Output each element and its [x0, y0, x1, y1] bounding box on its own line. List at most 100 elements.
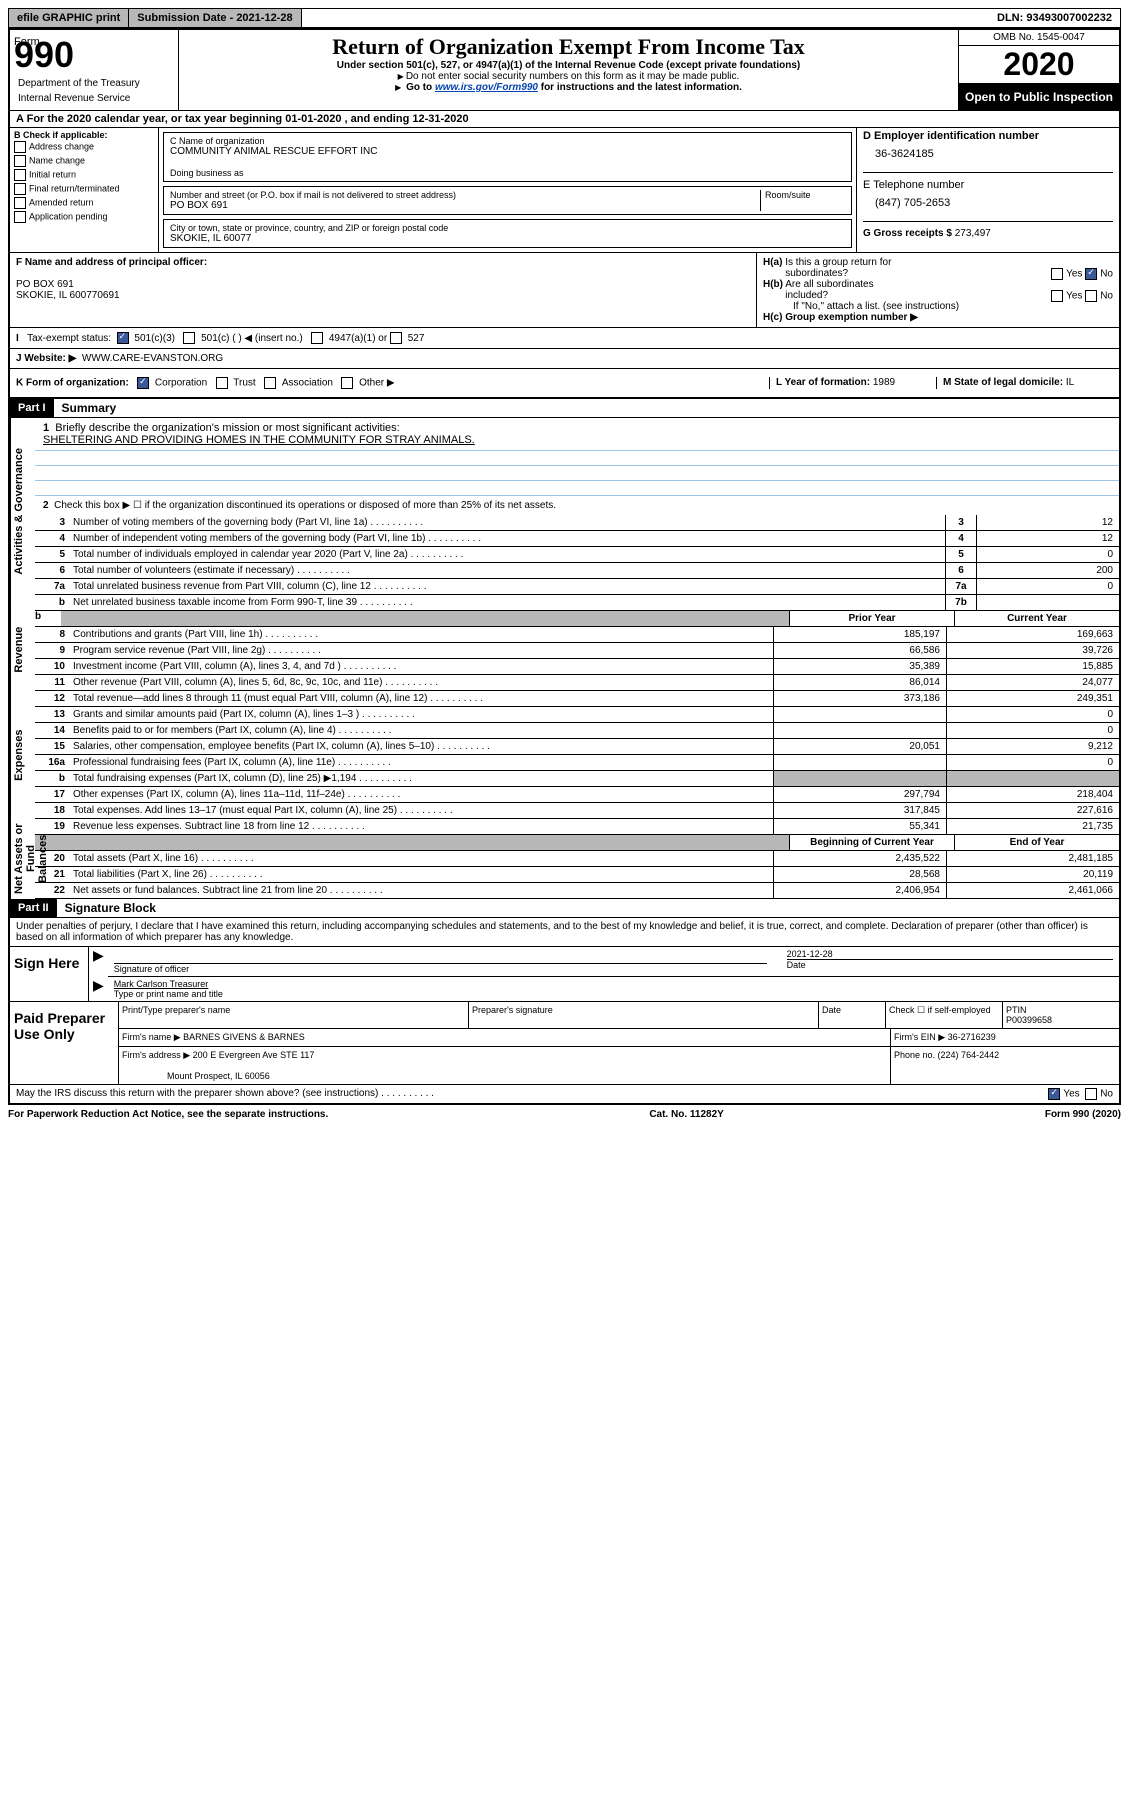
mission-text: SHELTERING AND PROVIDING HOMES IN THE CO…: [43, 434, 475, 446]
firm-ein-label: Firm's EIN ▶: [894, 1032, 945, 1042]
firm-addr-label: Firm's address ▶: [122, 1050, 190, 1060]
form-ref: Form 990 (2020): [1045, 1109, 1121, 1120]
goto-pre: Go to: [406, 82, 435, 93]
revenue-header: b Prior Year Current Year: [35, 611, 1119, 627]
tax-status-label: Tax-exempt status:: [27, 333, 111, 344]
check-527[interactable]: [390, 332, 402, 344]
check-address-change[interactable]: Address change: [14, 140, 154, 154]
type-name-label: Type or print name and title: [114, 989, 223, 999]
data-row: 11Other revenue (Part VIII, column (A), …: [35, 675, 1119, 691]
arrow-icon: ▶: [89, 947, 108, 977]
discuss-no[interactable]: [1085, 1088, 1097, 1100]
ptin-value: P00399658: [1006, 1015, 1052, 1025]
form-container: Form 990 Department of the Treasury Inte…: [8, 28, 1121, 1105]
domicile-label: M State of legal domicile:: [943, 377, 1066, 388]
firm-addr: 200 E Evergreen Ave STE 117: [193, 1050, 315, 1060]
section-f: F Name and address of principal officer:…: [10, 253, 757, 327]
part2-title: Signature Block: [57, 901, 156, 915]
discuss-text: May the IRS discuss this return with the…: [16, 1088, 434, 1100]
current-year-header: Current Year: [954, 611, 1119, 626]
data-row: 8Contributions and grants (Part VIII, li…: [35, 627, 1119, 643]
check-trust[interactable]: [216, 377, 228, 389]
website-value[interactable]: WWW.CARE-EVANSTON.ORG: [82, 353, 223, 364]
check-final-return[interactable]: Final return/terminated: [14, 182, 154, 196]
data-row: 3Number of voting members of the governi…: [35, 515, 1119, 531]
sig-date: 2021-12-28: [787, 949, 833, 959]
open-public-badge: Open to Public Inspection: [959, 84, 1119, 110]
part1-header: Part I Summary: [10, 399, 1119, 418]
preparer-sig-label: Preparer's signature: [469, 1002, 819, 1028]
check-4947[interactable]: [311, 332, 323, 344]
check-name-change[interactable]: Name change: [14, 154, 154, 168]
blue-line: [35, 481, 1119, 496]
form-title: Return of Organization Exempt From Incom…: [183, 34, 954, 60]
org-name: COMMUNITY ANIMAL RESCUE EFFORT INC: [170, 146, 845, 157]
year-formation-label: L Year of formation:: [776, 377, 873, 388]
section-de: D Employer identification number 36-3624…: [857, 128, 1119, 252]
firm-name-label: Firm's name ▶: [122, 1032, 181, 1042]
check-501c3[interactable]: [117, 332, 129, 344]
check-assoc[interactable]: [264, 377, 276, 389]
officer-name: Mark Carlson Treasurer: [114, 979, 209, 989]
check-other[interactable]: [341, 377, 353, 389]
line1: 1 Briefly describe the organization's mi…: [35, 418, 1119, 451]
side-expenses: Expenses: [10, 692, 35, 818]
dln: DLN: 93493007002232: [989, 9, 1120, 27]
firm-name: BARNES GIVENS & BARNES: [183, 1032, 305, 1042]
hb-note: If "No," attach a list. (see instruction…: [763, 301, 1113, 312]
side-netassets: Net Assets or Fund Balances: [10, 818, 35, 899]
city-box: City or town, state or province, country…: [163, 219, 852, 248]
preparer-name-label: Print/Type preparer's name: [119, 1002, 469, 1028]
section-klm: K Form of organization: Corporation Trus…: [10, 369, 1119, 399]
address-value: PO BOX 691: [170, 200, 760, 211]
form-org-label: K Form of organization:: [16, 378, 129, 389]
section-c: C Name of organization COMMUNITY ANIMAL …: [159, 128, 857, 252]
gross-value: 273,497: [955, 228, 991, 239]
org-name-box: C Name of organization COMMUNITY ANIMAL …: [163, 132, 852, 182]
end-year-header: End of Year: [954, 835, 1119, 850]
data-row: 6Total number of volunteers (estimate if…: [35, 563, 1119, 579]
website-label: J Website: ▶: [16, 353, 76, 364]
city-value: SKOKIE, IL 60077: [170, 233, 845, 244]
data-row: 15Salaries, other compensation, employee…: [35, 739, 1119, 755]
mission-label: Briefly describe the organization's miss…: [55, 422, 399, 434]
title-box: Return of Organization Exempt From Incom…: [179, 30, 959, 110]
discuss-yes[interactable]: [1048, 1088, 1060, 1100]
section-b: B Check if applicable: Address change Na…: [10, 128, 159, 252]
check-initial-return[interactable]: Initial return: [14, 168, 154, 182]
efile-button[interactable]: efile GRAPHIC print: [9, 9, 129, 27]
dba-label: Doing business as: [170, 168, 845, 178]
section-bcd: B Check if applicable: Address change Na…: [10, 128, 1119, 253]
hc-label: H(c) Group exemption number ▶: [763, 312, 918, 323]
address-box: Number and street (or P.O. box if mail i…: [163, 186, 852, 215]
omb-number: OMB No. 1545-0047: [959, 30, 1119, 46]
prep-phone-label: Phone no.: [894, 1050, 938, 1060]
officer-addr1: PO BOX 691: [16, 279, 74, 290]
data-row: 14Benefits paid to or for members (Part …: [35, 723, 1119, 739]
part2-badge: Part II: [10, 899, 57, 917]
ein-value: 36-3624185: [863, 142, 1113, 166]
self-employed-check[interactable]: Check ☐ if self-employed: [886, 1002, 1003, 1028]
check-pending[interactable]: Application pending: [14, 210, 154, 224]
irs-link[interactable]: www.irs.gov/Form990: [435, 82, 538, 93]
check-amended[interactable]: Amended return: [14, 196, 154, 210]
data-row: 21Total liabilities (Part X, line 26)28,…: [35, 867, 1119, 883]
form-number-box: Form 990 Department of the Treasury Inte…: [10, 30, 179, 110]
check-corp[interactable]: [137, 377, 149, 389]
section-b-label: B Check if applicable:: [14, 130, 108, 140]
part1-title: Summary: [54, 401, 117, 415]
form-header: Form 990 Department of the Treasury Inte…: [10, 30, 1119, 111]
blue-line: [35, 451, 1119, 466]
part2-header: Part II Signature Block: [10, 899, 1119, 918]
side-revenue: Revenue: [10, 606, 35, 693]
year-box: OMB No. 1545-0047 2020 Open to Public In…: [959, 30, 1119, 110]
check-501c[interactable]: [183, 332, 195, 344]
data-row: 22Net assets or fund balances. Subtract …: [35, 883, 1119, 899]
year-formation: 1989: [873, 377, 895, 388]
officer-label: F Name and address of principal officer:: [16, 257, 207, 268]
data-row: 16aProfessional fundraising fees (Part I…: [35, 755, 1119, 771]
room-label: Room/suite: [765, 190, 845, 200]
section-fh: F Name and address of principal officer:…: [10, 253, 1119, 328]
tax-year-text: For the 2020 calendar year, or tax year …: [27, 113, 469, 125]
discuss-row: May the IRS discuss this return with the…: [10, 1085, 1119, 1103]
